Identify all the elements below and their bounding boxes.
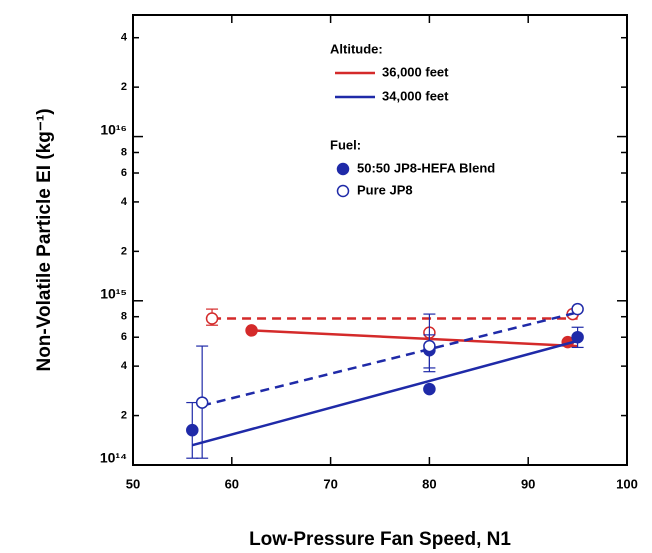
y-tick-label: 4	[121, 360, 128, 372]
data-point	[205, 312, 219, 325]
data-point	[423, 382, 436, 396]
legend-label: 34,000 feet	[382, 88, 449, 103]
x-tick-label: 100	[616, 476, 638, 491]
legend-marker	[336, 184, 350, 198]
y-tick-label: 10¹⁵	[100, 285, 127, 301]
data-point	[423, 339, 436, 353]
y-tick-label: 2	[121, 409, 127, 421]
fit-line	[201, 311, 578, 407]
y-tick-label: 4	[121, 196, 128, 208]
data-point	[186, 423, 199, 437]
x-tick-label: 70	[323, 476, 337, 491]
x-axis-label: Low-Pressure Fan Speed, N1	[249, 529, 511, 550]
y-axis-label: Non-Volatile Particle EI (kg⁻¹)	[34, 108, 55, 371]
y-tick-label: 10¹⁴	[100, 450, 127, 466]
y-tick-label: 4	[121, 32, 128, 44]
y-tick-label: 2	[121, 81, 127, 93]
legend-label: 36,000 feet	[382, 64, 449, 79]
legend-marker	[336, 162, 350, 176]
x-tick-label: 50	[126, 476, 140, 491]
data-point	[245, 324, 258, 337]
legend-title: Altitude:	[330, 41, 383, 56]
x-tick-label: 90	[521, 476, 535, 491]
x-tick-label: 60	[225, 476, 239, 491]
data-point	[195, 396, 209, 409]
x-tick-label: 80	[422, 476, 436, 491]
fit-line	[251, 329, 578, 348]
legend-label: 50:50 JP8-HEFA Blend	[357, 160, 495, 175]
legend-title: Fuel:	[330, 137, 361, 152]
y-tick-label: 10¹⁶	[100, 121, 127, 137]
y-tick-label: 8	[121, 146, 127, 158]
plot-frame	[132, 14, 628, 466]
y-tick-label: 6	[121, 331, 127, 343]
legend-label: Pure JP8	[357, 182, 413, 197]
data-point	[571, 302, 584, 316]
y-tick-label: 6	[121, 167, 127, 179]
y-tick-label: 2	[121, 245, 127, 257]
y-tick-label: 8	[121, 311, 127, 323]
data-point	[571, 330, 584, 344]
fit-line	[191, 339, 578, 447]
